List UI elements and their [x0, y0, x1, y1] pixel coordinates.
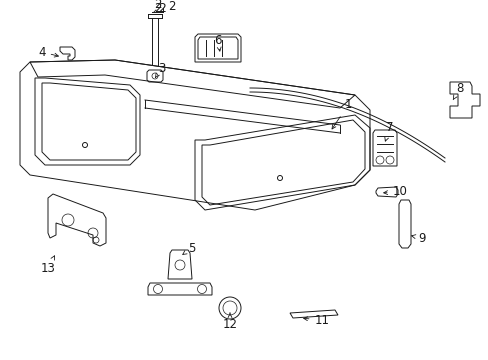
Text: 2: 2 [158, 1, 165, 14]
Text: 6: 6 [214, 33, 221, 51]
Text: 8: 8 [452, 81, 463, 100]
Text: 4: 4 [38, 45, 58, 58]
Text: 7: 7 [384, 121, 393, 141]
Text: 10: 10 [383, 185, 407, 198]
Text: 2: 2 [154, 1, 162, 14]
Text: 13: 13 [41, 256, 55, 274]
Text: 1: 1 [331, 99, 351, 129]
Text: 2: 2 [168, 0, 175, 13]
Text: 9: 9 [411, 231, 425, 244]
Text: 3: 3 [155, 62, 165, 77]
Text: 5: 5 [183, 242, 195, 255]
Text: 12: 12 [222, 313, 237, 332]
Text: 2: 2 [154, 0, 162, 12]
Text: 11: 11 [303, 314, 329, 327]
